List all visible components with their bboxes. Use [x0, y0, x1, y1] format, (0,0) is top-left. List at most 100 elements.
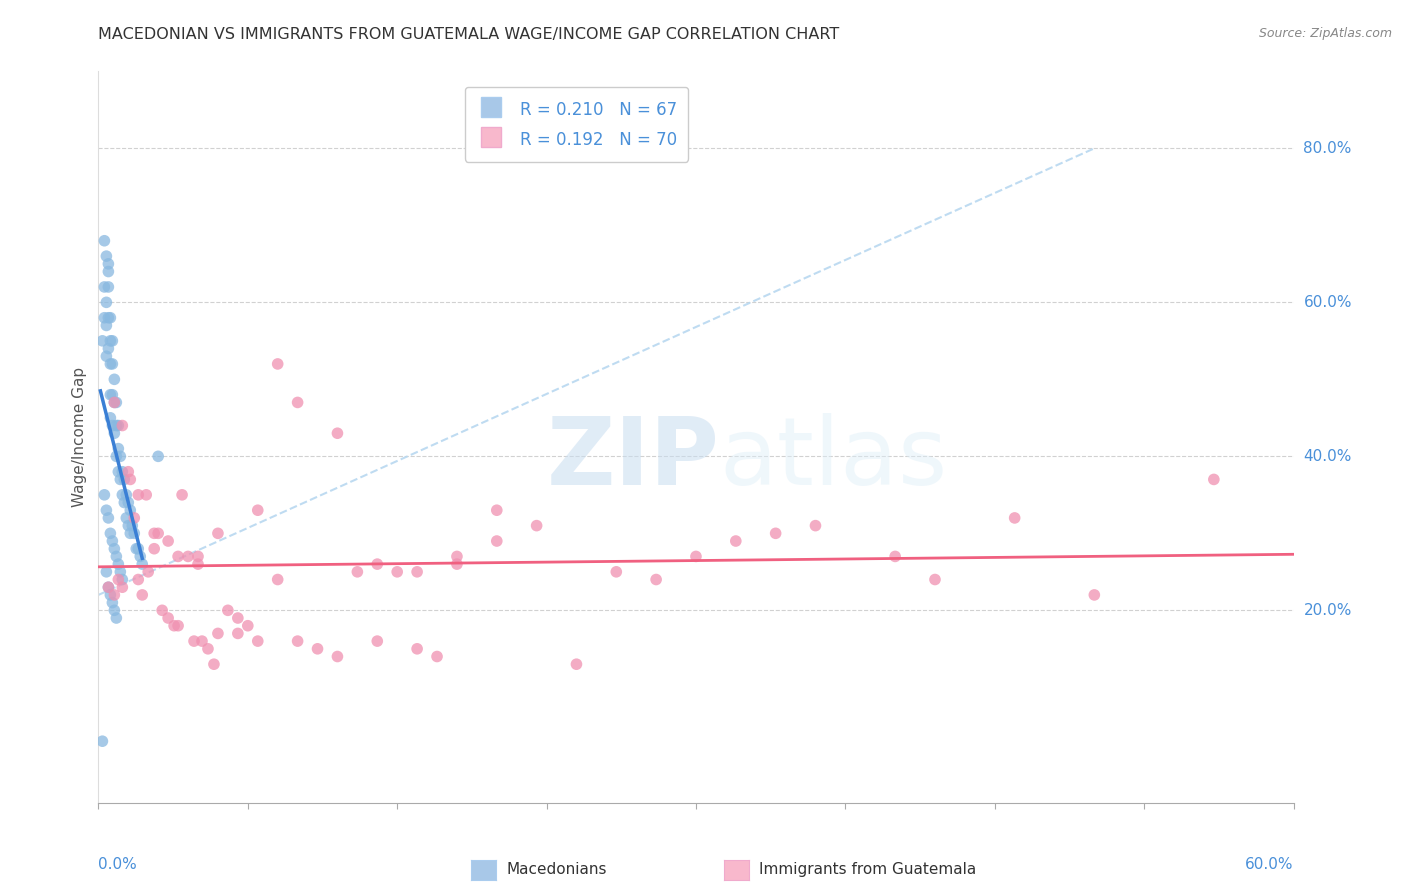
Point — [103, 541, 125, 556]
Point — [121, 518, 143, 533]
Point — [685, 549, 707, 564]
Point — [101, 418, 124, 433]
Point — [143, 526, 166, 541]
Point — [120, 526, 142, 541]
Point — [103, 395, 125, 409]
Point — [246, 634, 269, 648]
Point — [131, 588, 153, 602]
Text: 60.0%: 60.0% — [1246, 856, 1294, 871]
Point — [167, 618, 190, 632]
Text: Immigrants from Guatemala: Immigrants from Guatemala — [759, 863, 977, 877]
Point — [101, 596, 124, 610]
Point — [177, 549, 200, 564]
Point — [187, 557, 209, 571]
Text: 20.0%: 20.0% — [1303, 603, 1351, 618]
Point — [163, 618, 186, 632]
Point — [97, 580, 120, 594]
Point — [366, 634, 388, 648]
Point — [101, 534, 124, 549]
Point — [183, 634, 205, 648]
Point — [96, 318, 118, 333]
Point — [446, 549, 468, 564]
Point — [93, 280, 115, 294]
Point — [96, 249, 118, 263]
Point — [765, 526, 787, 541]
Point — [565, 657, 588, 672]
Point — [91, 334, 114, 348]
Point — [217, 603, 239, 617]
Point — [157, 534, 180, 549]
Point — [98, 357, 122, 371]
Text: atlas: atlas — [720, 413, 948, 505]
Text: ZIP: ZIP — [547, 413, 720, 505]
Point — [127, 541, 149, 556]
Point — [97, 511, 120, 525]
Point — [93, 310, 115, 325]
Point — [127, 488, 149, 502]
Point — [148, 450, 170, 464]
Point — [645, 573, 668, 587]
Point — [97, 280, 120, 294]
Point — [93, 234, 115, 248]
Point — [93, 488, 115, 502]
Point — [97, 257, 120, 271]
Point — [135, 488, 157, 502]
Text: 80.0%: 80.0% — [1303, 141, 1351, 156]
Point — [107, 442, 129, 456]
Point — [103, 372, 125, 386]
Point — [1202, 472, 1225, 486]
Point — [98, 310, 122, 325]
Point — [112, 495, 135, 509]
Point — [924, 573, 946, 587]
Point — [326, 426, 349, 441]
Point — [111, 580, 134, 594]
Point — [191, 634, 214, 648]
Point — [236, 618, 259, 632]
Point — [98, 388, 122, 402]
Point — [110, 472, 132, 486]
Point — [96, 349, 118, 363]
Text: MACEDONIAN VS IMMIGRANTS FROM GUATEMALA WAGE/INCOME GAP CORRELATION CHART: MACEDONIAN VS IMMIGRANTS FROM GUATEMALA … — [98, 27, 839, 42]
Point — [148, 526, 170, 541]
Text: 0.0%: 0.0% — [98, 856, 138, 871]
Point — [117, 518, 139, 533]
Point — [105, 395, 128, 409]
Point — [105, 549, 128, 564]
Point — [98, 410, 122, 425]
Point — [98, 588, 122, 602]
Point — [1004, 511, 1026, 525]
Point — [526, 518, 548, 533]
Point — [103, 588, 125, 602]
Point — [197, 641, 219, 656]
Point — [98, 526, 122, 541]
Point — [97, 310, 120, 325]
Point — [111, 418, 134, 433]
Point — [326, 649, 349, 664]
Point — [207, 626, 229, 640]
Point — [157, 611, 180, 625]
Point — [129, 549, 152, 564]
Point — [107, 418, 129, 433]
Point — [125, 541, 148, 556]
Text: 40.0%: 40.0% — [1303, 449, 1351, 464]
Point — [111, 488, 134, 502]
Point — [804, 518, 827, 533]
Point — [124, 511, 146, 525]
Point — [115, 488, 138, 502]
Point — [127, 573, 149, 587]
Point — [105, 418, 128, 433]
Point — [226, 626, 249, 640]
Legend: R = 0.210   N = 67, R = 0.192   N = 70: R = 0.210 N = 67, R = 0.192 N = 70 — [464, 87, 689, 161]
Point — [107, 557, 129, 571]
Point — [287, 395, 309, 409]
Point — [103, 603, 125, 617]
Point — [97, 342, 120, 356]
Point — [172, 488, 194, 502]
Point — [120, 472, 142, 486]
Point — [150, 603, 173, 617]
Point — [724, 534, 747, 549]
Point — [107, 573, 129, 587]
Point — [267, 357, 290, 371]
Point — [267, 573, 290, 587]
Point — [110, 565, 132, 579]
